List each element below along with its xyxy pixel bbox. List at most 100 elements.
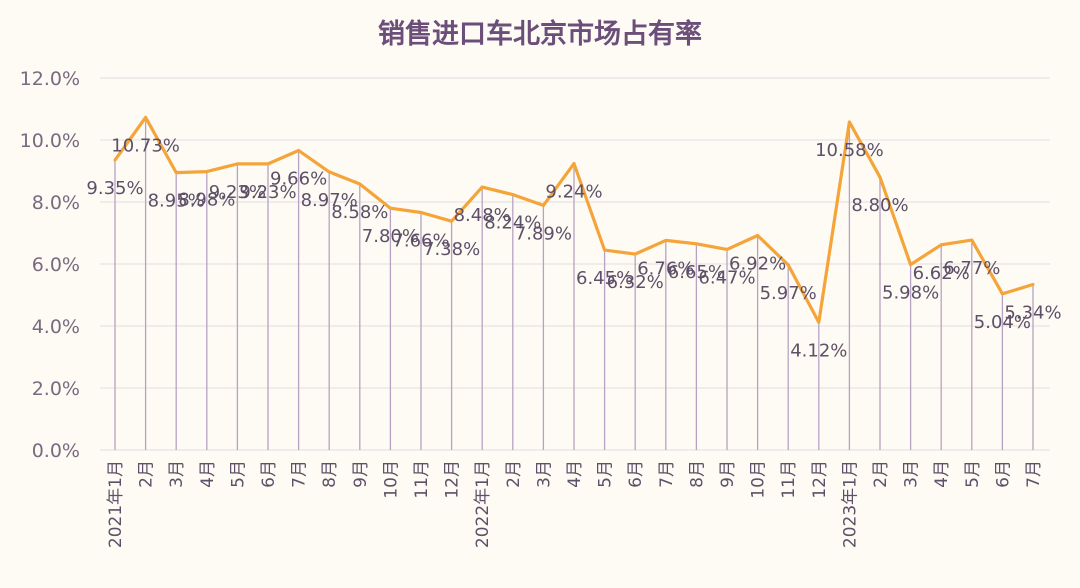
data-point xyxy=(541,203,545,207)
data-point xyxy=(664,238,668,242)
data-label: 5.97% xyxy=(760,283,817,304)
data-point xyxy=(205,170,209,174)
data-label: 6.77% xyxy=(943,258,1000,279)
data-point xyxy=(878,175,882,179)
data-label: 6.45% xyxy=(576,268,633,289)
x-tick-label: 9月 xyxy=(351,460,371,488)
data-point xyxy=(1031,282,1035,286)
chart-title: 销售进口车北京市场占有率 xyxy=(378,19,702,50)
x-tick-label: 5月 xyxy=(963,460,983,488)
x-tick-label: 10月 xyxy=(381,460,401,499)
x-tick-label: 6月 xyxy=(626,460,646,488)
data-label: 9.35% xyxy=(86,178,143,199)
data-label: 8.95% xyxy=(148,191,205,212)
data-label: 4.12% xyxy=(790,340,847,361)
data-point xyxy=(786,263,790,267)
x-tick-label: 3月 xyxy=(902,460,922,488)
x-tick-label: 3月 xyxy=(534,460,554,488)
x-tick-label: 4月 xyxy=(198,460,218,488)
data-point xyxy=(694,242,698,246)
data-point xyxy=(847,120,851,124)
data-label: 6.62% xyxy=(913,263,970,284)
x-tick-label: 4月 xyxy=(932,460,952,488)
x-tick-label: 8月 xyxy=(687,460,707,488)
x-tick-label: 8月 xyxy=(320,460,340,488)
x-tick-label: 4月 xyxy=(565,460,585,488)
data-point xyxy=(174,171,178,175)
data-point xyxy=(633,252,637,256)
y-tick-label: 10.0% xyxy=(20,130,80,152)
data-label: 8.97% xyxy=(301,190,358,211)
x-tick-label: 5月 xyxy=(228,460,248,488)
data-label: 9.23% xyxy=(239,182,296,203)
data-label: 10.58% xyxy=(815,140,884,161)
x-tick-label: 7月 xyxy=(657,460,677,488)
data-label: 8.58% xyxy=(331,202,388,223)
data-point xyxy=(388,206,392,210)
x-tick-label: 6月 xyxy=(259,460,279,488)
data-point xyxy=(603,248,607,252)
data-point xyxy=(419,211,423,215)
x-tick-label: 2022年1月 xyxy=(473,460,493,548)
data-label: 9.66% xyxy=(270,169,327,190)
data-label: 9.23% xyxy=(209,182,266,203)
data-label: 8.80% xyxy=(851,195,908,216)
x-tick-label: 2021年1月 xyxy=(106,460,126,548)
x-tick-label: 11月 xyxy=(412,460,432,499)
y-tick-label: 8.0% xyxy=(32,192,80,214)
y-tick-label: 6.0% xyxy=(32,254,80,276)
data-label: 8.24% xyxy=(484,213,541,234)
data-point xyxy=(297,149,301,153)
data-point xyxy=(756,233,760,237)
data-point xyxy=(358,182,362,186)
data-label: 8.98% xyxy=(178,190,235,211)
x-tick-label: 9月 xyxy=(718,460,738,488)
x-tick-label: 7月 xyxy=(1024,460,1044,488)
data-label: 6.92% xyxy=(729,253,786,274)
data-point xyxy=(450,219,454,223)
data-label: 8.48% xyxy=(454,205,511,226)
data-point xyxy=(266,162,270,166)
data-label: 7.89% xyxy=(515,223,572,244)
data-point xyxy=(327,170,331,174)
data-label: 5.34% xyxy=(1004,302,1061,323)
data-label: 5.98% xyxy=(882,283,939,304)
data-point xyxy=(144,115,148,119)
data-point xyxy=(725,247,729,251)
x-tick-label: 12月 xyxy=(810,460,830,499)
data-point xyxy=(511,193,515,197)
data-label: 7.38% xyxy=(423,239,480,260)
data-point xyxy=(572,162,576,166)
x-tick-label: 5月 xyxy=(596,460,616,488)
y-tick-label: 0.0% xyxy=(32,440,80,462)
x-tick-label: 2023年1月 xyxy=(840,460,860,548)
x-tick-label: 11月 xyxy=(779,460,799,499)
data-label: 5.04% xyxy=(974,312,1031,333)
x-tick-label: 2月 xyxy=(137,460,157,488)
data-label: 7.66% xyxy=(392,231,449,252)
data-point xyxy=(235,162,239,166)
y-tick-label: 12.0% xyxy=(20,68,80,90)
data-point xyxy=(113,158,117,162)
data-point xyxy=(939,243,943,247)
data-point xyxy=(817,320,821,324)
x-tick-label: 6月 xyxy=(993,460,1013,488)
data-label: 7.80% xyxy=(362,226,419,247)
data-point xyxy=(1000,292,1004,296)
data-label: 6.32% xyxy=(607,272,664,293)
data-label: 6.76% xyxy=(637,258,694,279)
x-tick-label: 10月 xyxy=(749,460,769,499)
x-tick-label: 3月 xyxy=(167,460,187,488)
data-label: 6.47% xyxy=(698,267,755,288)
y-tick-label: 4.0% xyxy=(32,316,80,338)
x-tick-label: 12月 xyxy=(443,460,463,499)
y-tick-label: 2.0% xyxy=(32,378,80,400)
x-tick-label: 2月 xyxy=(871,460,891,488)
x-tick-label: 2月 xyxy=(504,460,524,488)
data-point xyxy=(970,238,974,242)
data-label: 6.65% xyxy=(668,262,725,283)
data-point xyxy=(480,185,484,189)
data-label: 10.73% xyxy=(111,135,180,156)
